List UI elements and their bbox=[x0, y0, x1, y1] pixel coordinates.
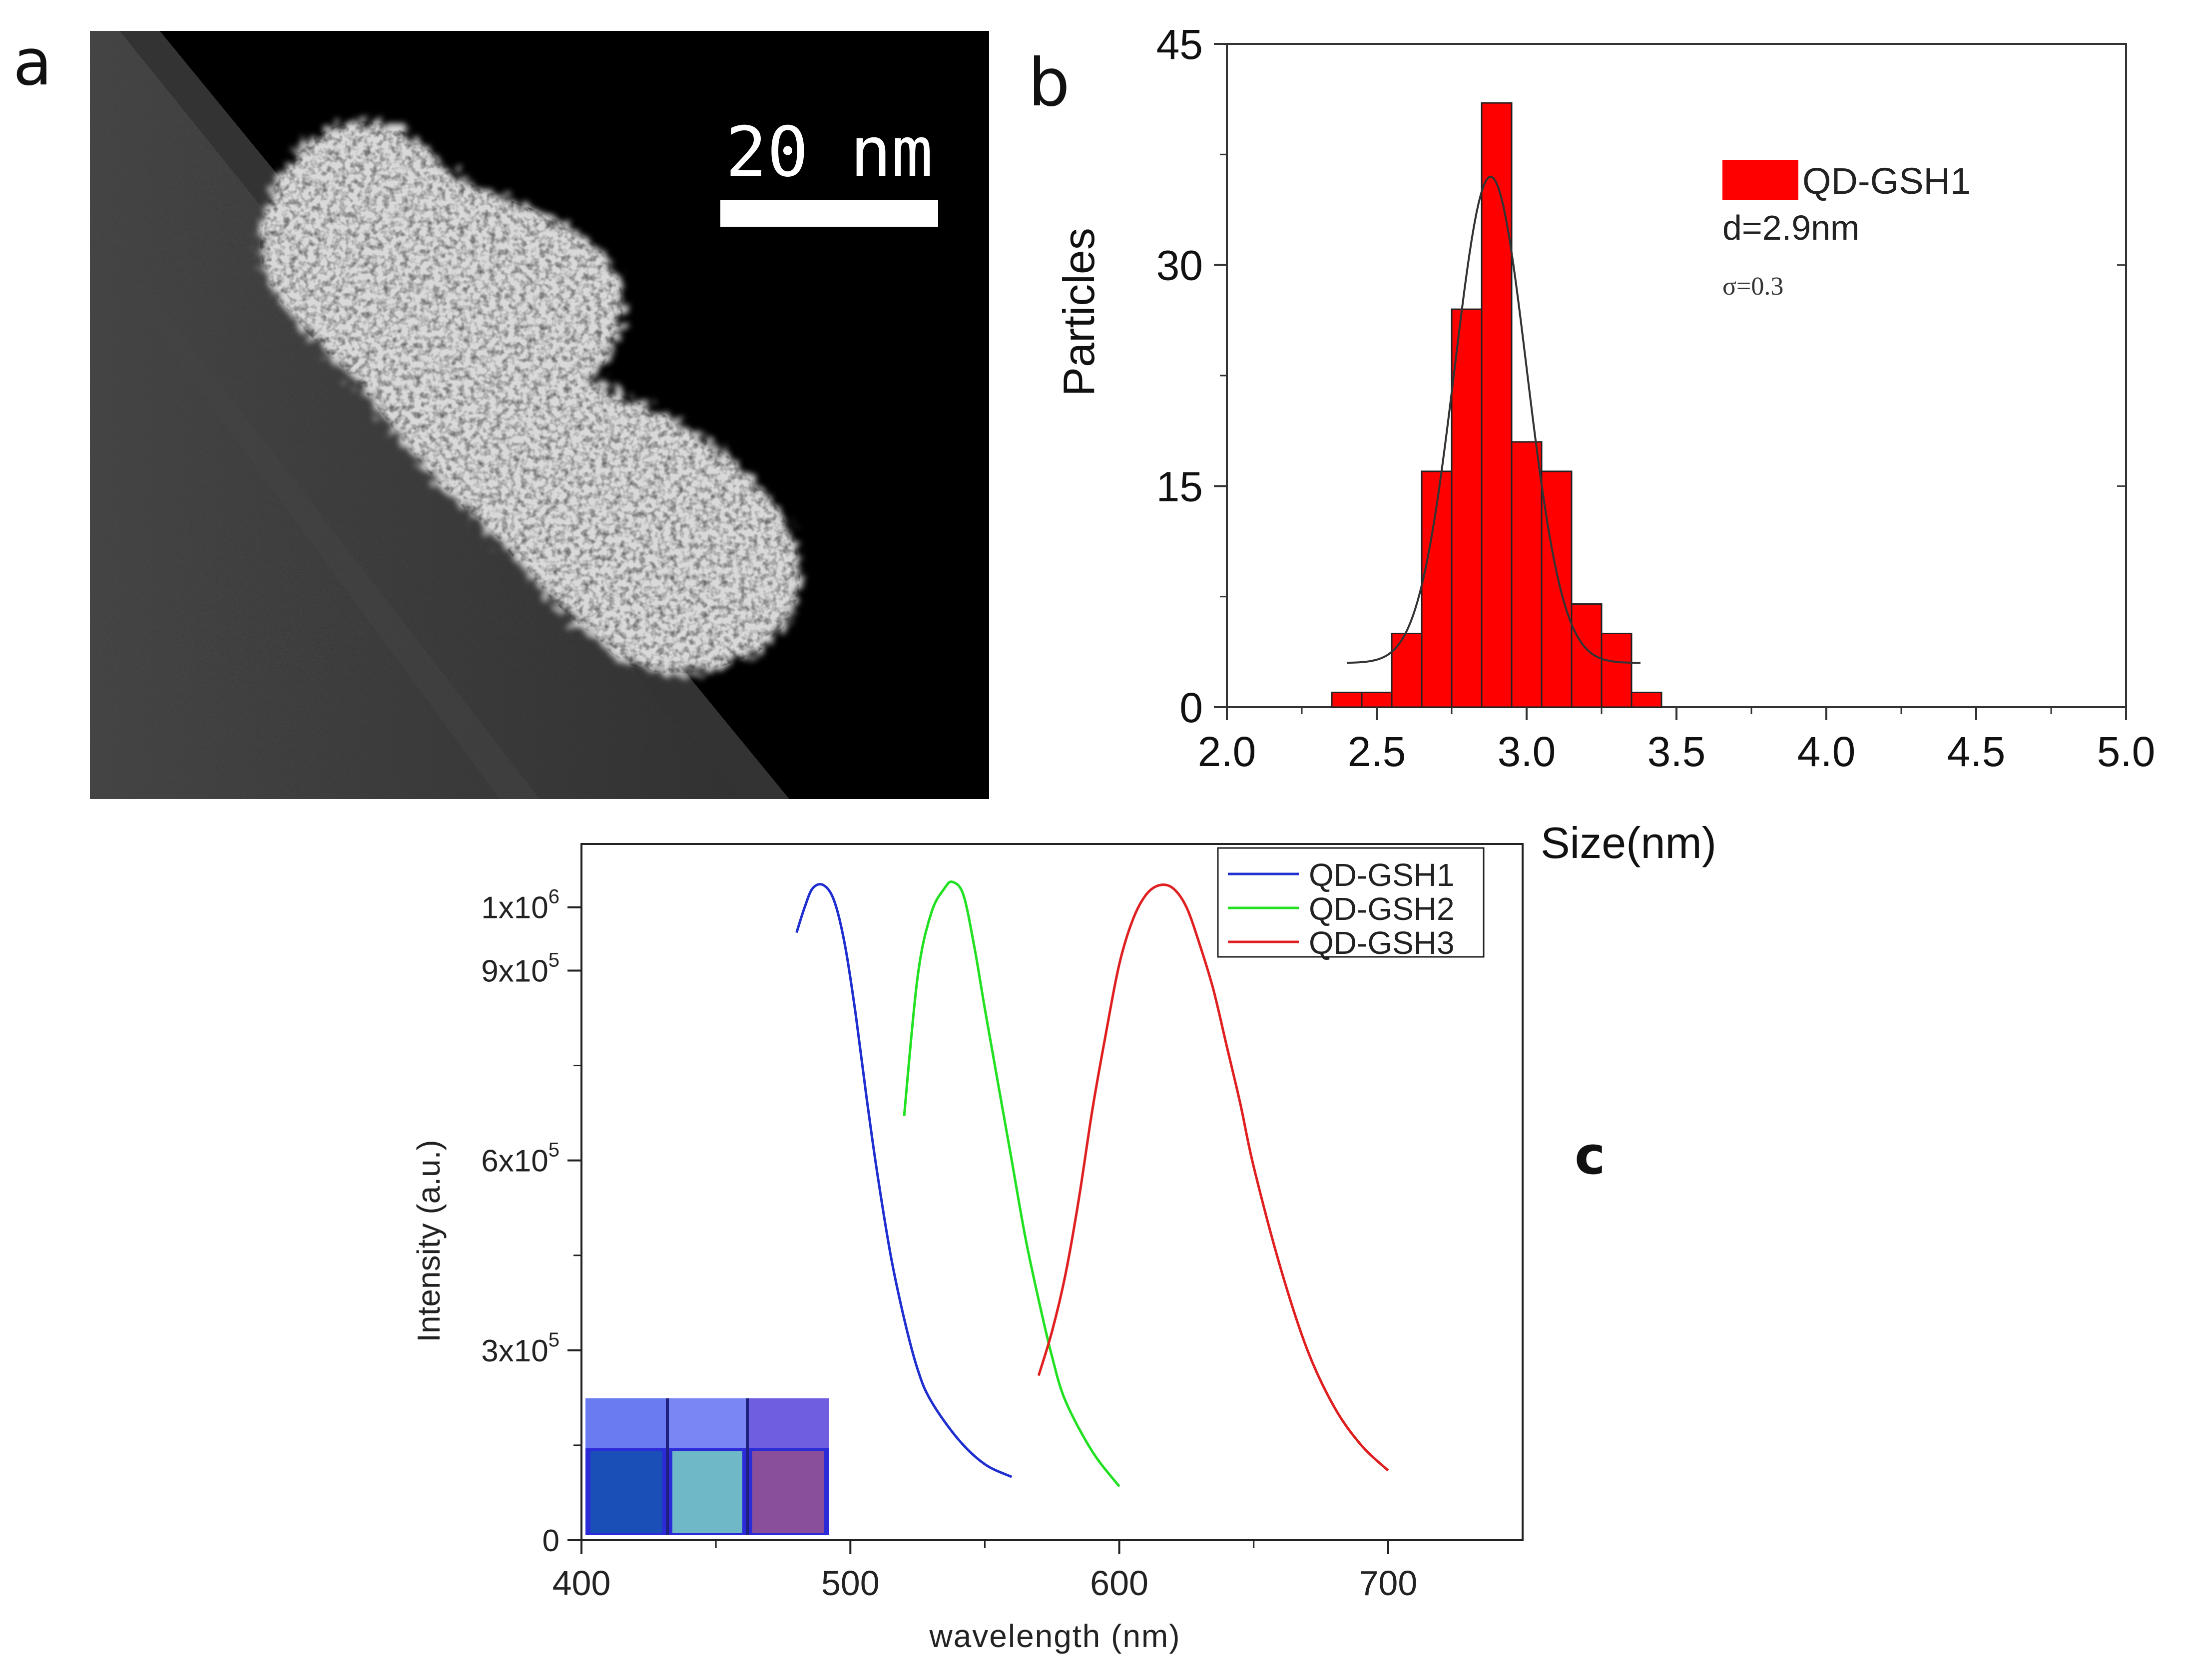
pl-y-tick-label: 6x105 bbox=[481, 1139, 559, 1179]
histogram-bar bbox=[1481, 102, 1513, 708]
pl-y-tick-label: 9x105 bbox=[481, 949, 559, 988]
histogram-bar bbox=[1601, 632, 1633, 708]
histogram-bar bbox=[1421, 470, 1453, 708]
vial-qd-gsh1 bbox=[590, 1451, 662, 1533]
histogram-x-tick-label: 3.5 bbox=[1647, 728, 1706, 775]
vial-qd-gsh3 bbox=[752, 1451, 824, 1533]
histogram-annotation-mean: d=2.9nm bbox=[1722, 208, 1859, 247]
histogram-bar bbox=[1631, 691, 1662, 708]
histogram-y-tick-label: 45 bbox=[1156, 21, 1203, 68]
histogram-bar bbox=[1331, 691, 1363, 708]
pl-y-axis-label: Intensity (a.u.) bbox=[411, 1140, 447, 1342]
histogram-y-axis-label: Particles bbox=[1054, 228, 1103, 396]
histogram-x-tick-label: 5.0 bbox=[2097, 728, 2156, 775]
pl-y-tick-label: 3x105 bbox=[481, 1329, 559, 1368]
histogram-legend-label: QD-GSH1 bbox=[1802, 160, 1971, 202]
vial-qd-gsh2 bbox=[672, 1451, 742, 1533]
pl-series-line-qd-gsh1 bbox=[795, 883, 1013, 1478]
histogram-plot-frame bbox=[1226, 43, 2127, 708]
pl-y-tick-label: 0 bbox=[543, 1524, 559, 1558]
histogram-y-tick-label: 0 bbox=[1179, 684, 1203, 731]
pl-x-axis-label: wavelength (nm) bbox=[929, 1618, 1180, 1654]
histogram-legend-swatch bbox=[1722, 160, 1798, 200]
pl-series-line-qd-gsh2 bbox=[903, 880, 1120, 1487]
pl-spectra-chart: 400 500 600 700 0 3x105 6x105 9x105 1x106 QD-GSH… bbox=[411, 843, 1524, 1654]
pl-x-tick-label: 500 bbox=[821, 1564, 880, 1603]
histogram-x-tick-label: 4.5 bbox=[1947, 728, 2006, 775]
panel-c-letter: c bbox=[1575, 1125, 1606, 1186]
panel-a-letter: a bbox=[13, 25, 52, 100]
histogram-x-tick-label: 2.0 bbox=[1198, 728, 1256, 775]
scale-bar-label: 20 nm bbox=[725, 112, 933, 192]
pl-series-line-qd-gsh3 bbox=[1037, 883, 1389, 1472]
gaussian-fit-curve bbox=[1346, 175, 1641, 664]
histogram-bar bbox=[1511, 441, 1543, 708]
histogram-annotation-sigma: σ=0.3 bbox=[1722, 272, 1783, 301]
histogram-y-tick-label: 15 bbox=[1156, 463, 1203, 510]
tem-micrograph: 20 nm bbox=[90, 31, 989, 799]
histogram-x-tick-label: 2.5 bbox=[1348, 728, 1406, 775]
uv-vials-inset-photo bbox=[585, 1398, 829, 1535]
pl-legend-label: QD-GSH3 bbox=[1309, 925, 1455, 961]
pl-y-tick-label: 1x106 bbox=[481, 886, 559, 925]
histogram-bar bbox=[1391, 632, 1423, 708]
pl-x-tick-label: 700 bbox=[1359, 1564, 1417, 1603]
pl-legend-box bbox=[1217, 847, 1485, 958]
histogram-bar bbox=[1571, 603, 1603, 708]
histogram-y-tick-label: 30 bbox=[1156, 242, 1203, 289]
panel-b-letter: b bbox=[1028, 44, 1070, 121]
pl-plot-frame bbox=[580, 843, 1524, 1541]
histogram-x-tick-label: 4.0 bbox=[1797, 728, 1856, 775]
scale-bar bbox=[720, 200, 938, 227]
pl-legend-label: QD-GSH1 bbox=[1309, 857, 1455, 893]
histogram-bar bbox=[1451, 308, 1483, 708]
histogram-x-tick-label: 3.0 bbox=[1498, 728, 1556, 775]
pl-x-tick-label: 600 bbox=[1090, 1564, 1148, 1603]
histogram-bar bbox=[1361, 691, 1393, 708]
pl-x-tick-label: 400 bbox=[552, 1564, 611, 1603]
pl-legend-label: QD-GSH2 bbox=[1309, 891, 1455, 927]
histogram-bar bbox=[1541, 470, 1573, 708]
